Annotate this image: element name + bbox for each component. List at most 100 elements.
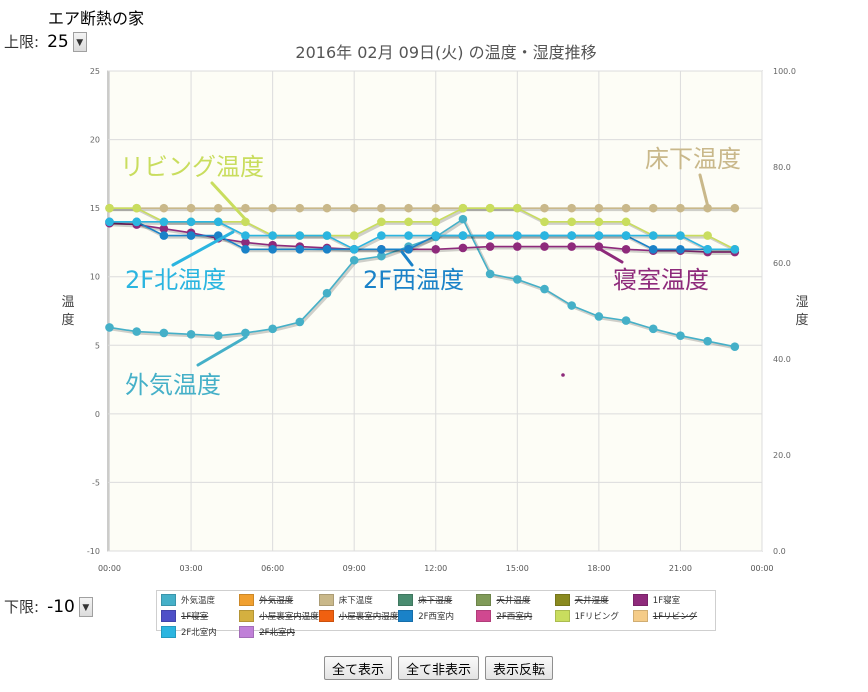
data-point: [513, 242, 522, 251]
y-tick-label: 25: [90, 67, 100, 76]
data-point: [513, 203, 522, 213]
data-point: [159, 231, 169, 240]
data-point: [159, 203, 169, 213]
data-point: [404, 203, 413, 213]
data-point: [621, 244, 631, 254]
legend-item[interactable]: 外気温度: [161, 594, 239, 606]
invert-display-button[interactable]: 表示反転: [485, 656, 554, 680]
legend-item[interactable]: 2F北室内: [161, 626, 239, 638]
legend-item[interactable]: 天井湿度: [554, 594, 633, 606]
chevron-down-icon[interactable]: ▼: [78, 596, 93, 617]
legend-swatch: [239, 610, 255, 622]
annotation-pointer: [196, 335, 248, 367]
button-row: 全て表示 全て非表示 表示反転: [324, 656, 554, 680]
data-point: [404, 217, 413, 227]
data-point: [295, 317, 305, 327]
data-point: [648, 231, 658, 240]
data-point: [458, 203, 468, 213]
annotation-pointer: [698, 173, 710, 209]
legend-swatch: [476, 610, 492, 622]
temperature-chart: -10 -5 0 5 10 15 20 25 0.0 20.0 40.0 60.0 80.0 100.0 0…: [61, 43, 808, 573]
legend-swatch: [161, 610, 176, 622]
legend-label: 2F西室内: [496, 612, 533, 622]
legend-item[interactable]: 1F寝室: [632, 594, 711, 606]
legend-item[interactable]: 1Fリビング: [632, 610, 711, 622]
data-point: [431, 244, 441, 254]
series-line-5: [109, 221, 735, 251]
legend-swatch: [632, 594, 648, 606]
data-point: [241, 203, 250, 213]
y-tick-label: -10: [87, 547, 100, 556]
data-point: [186, 203, 196, 213]
data-point: [567, 217, 576, 227]
data-point: [377, 203, 386, 213]
legend-label: 床下湿度: [418, 596, 453, 606]
show-all-button[interactable]: 全て表示: [324, 656, 393, 680]
hide-all-button[interactable]: 全て非表示: [398, 656, 480, 680]
legend-swatch: [476, 594, 492, 606]
x-tick-label: 15:00: [506, 564, 529, 573]
data-point: [594, 231, 604, 240]
y-axis-label-2: 度: [61, 312, 74, 328]
data-point: [703, 244, 712, 254]
legend-item[interactable]: 外気湿度: [239, 594, 319, 606]
data-point: [676, 244, 685, 254]
y2-tick-label: 0.0: [773, 547, 786, 556]
legend-item[interactable]: 1F寝室: [161, 610, 239, 622]
data-point: [431, 217, 441, 227]
data-point: [241, 238, 250, 247]
data-point: [458, 243, 468, 253]
legend-item[interactable]: 床下湿度: [398, 594, 476, 606]
legend-item[interactable]: 2F北室内: [239, 626, 319, 638]
data-point: [322, 288, 332, 298]
data-point: [105, 323, 114, 332]
data-point: [703, 336, 712, 346]
data-point: [322, 203, 332, 213]
data-point: [594, 203, 604, 213]
data-point: [485, 203, 495, 213]
data-point: [241, 231, 250, 240]
legend-swatch: [239, 626, 255, 638]
lower-limit-select[interactable]: -10: [45, 596, 77, 617]
y2-tick-label: 40.0: [773, 355, 791, 364]
lower-limit-label: 下限:: [4, 598, 40, 616]
data-point: [322, 231, 332, 240]
legend-item[interactable]: 1Fリビング: [554, 610, 633, 622]
x-tick-label: 03:00: [180, 564, 203, 573]
x-tick-label: 09:00: [343, 564, 366, 573]
data-point: [159, 224, 169, 234]
data-point: [730, 342, 740, 351]
upper-limit-select[interactable]: 25: [45, 31, 71, 52]
legend-item[interactable]: 小屋裏室内湿度: [318, 610, 398, 622]
data-point: [295, 244, 305, 254]
legend-label: 1F寝室: [181, 612, 209, 622]
data-point: [431, 203, 441, 213]
data-point: [159, 217, 169, 227]
data-point: [540, 203, 549, 213]
chevron-down-icon[interactable]: ▼: [72, 31, 87, 52]
legend-item[interactable]: 2F西室内: [476, 610, 554, 622]
data-point: [485, 269, 495, 279]
legend-item[interactable]: 床下温度: [318, 594, 399, 606]
legend-label: 1Fリビング: [652, 612, 698, 622]
legend-swatch: [398, 610, 414, 622]
legend-swatch: [318, 594, 334, 606]
data-point: [105, 217, 114, 227]
data-point: [703, 231, 712, 240]
y-tick-label: -5: [92, 478, 100, 487]
legend-label: 2F西室内: [418, 612, 455, 622]
data-point: [404, 231, 413, 240]
data-point: [513, 275, 522, 284]
legend-label: 床下温度: [338, 596, 373, 606]
data-point: [567, 301, 576, 310]
annotation-label: 床下温度: [645, 145, 741, 173]
legend-label: 天井湿度: [574, 596, 609, 606]
annotation-pointer: [210, 181, 250, 224]
data-point: [458, 231, 468, 240]
legend-item[interactable]: 天井温度: [476, 594, 554, 606]
y2-tick-label: 80.0: [773, 163, 791, 172]
legend-item[interactable]: 2F西室内: [398, 610, 476, 622]
legend-item[interactable]: 小屋裏室内温度: [239, 610, 319, 622]
chart-legend: 外気温度 外気湿度 床下温度 床下湿度 天井温度 天井湿度 1F寝室 1F寝室 小屋裏室内温度小…: [156, 590, 716, 638]
data-point: [295, 203, 305, 213]
